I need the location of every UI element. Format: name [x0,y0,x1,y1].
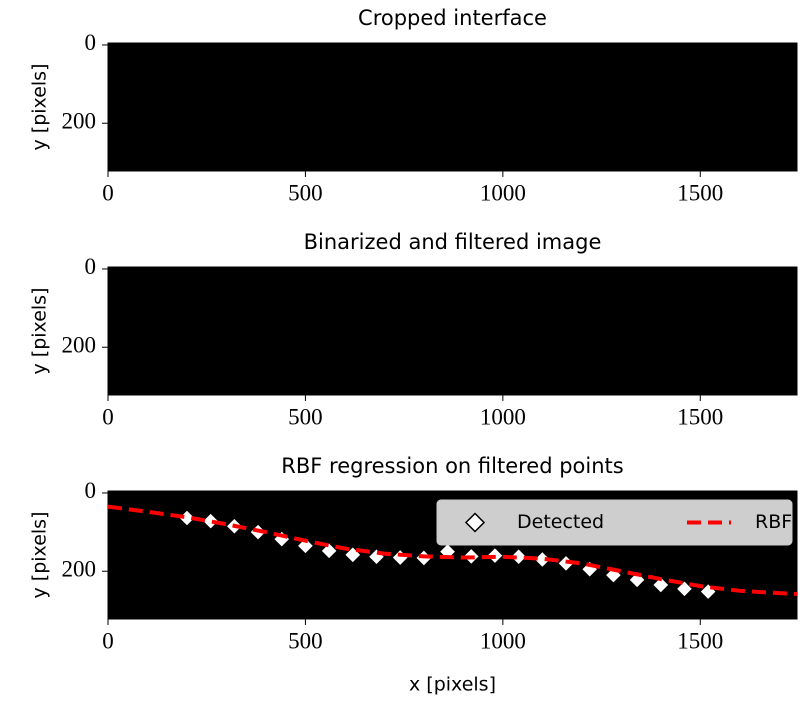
y-axis-label: y [pixels] [29,288,51,375]
y-axis-label: y [pixels] [29,512,51,599]
x-tick-label: 1000 [480,628,526,653]
legend: Detected RBF [437,500,792,545]
y-tick-label: 200 [62,109,97,134]
x-tick-label: 1000 [480,180,526,205]
y-tick-label: 0 [85,30,97,55]
y-tick-label: 0 [85,254,97,279]
x-axis-label: x [pixels] [409,674,496,696]
x-tick-label: 1500 [677,180,723,205]
x-tick-label: 500 [288,404,323,429]
image-area [108,267,797,395]
panel-title: Cropped interface [358,6,547,30]
figure: Cropped interface y [pixels] 0 500 1000 1500 0… [0,0,800,702]
panel-title: Binarized and filtered image [304,230,602,254]
legend-box [437,500,792,545]
y-tick-label: 0 [85,478,97,503]
x-tick-label: 0 [102,404,114,429]
legend-label: RBF [755,511,792,533]
y-tick-label: 200 [62,557,97,582]
x-tick-label: 500 [288,180,323,205]
panel-title: RBF regression on filtered points [281,454,623,478]
x-tick-label: 500 [288,628,323,653]
x-tick-label: 1500 [677,404,723,429]
x-tick-label: 0 [102,180,114,205]
legend-label: Detected [517,511,604,533]
image-area [108,43,797,171]
x-tick-label: 1500 [677,628,723,653]
y-axis-label: y [pixels] [29,64,51,151]
x-tick-label: 1000 [480,404,526,429]
x-tick-label: 0 [102,628,114,653]
y-tick-label: 200 [62,333,97,358]
